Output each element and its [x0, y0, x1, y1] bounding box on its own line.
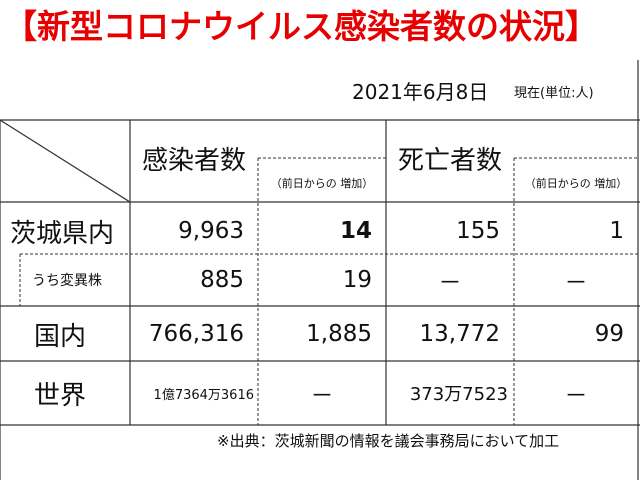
world-infected: 1億7364万3616	[153, 387, 254, 403]
row-label-variant: うち変異株	[32, 273, 102, 289]
unit-note: 現在(単位:人)	[514, 86, 594, 101]
domestic-infected-increase: 1,885	[306, 321, 372, 347]
variant-infected: 885	[200, 267, 244, 293]
row-label-ibaraki: 茨城県内	[10, 218, 115, 249]
ibaraki-deaths-increase: 1	[609, 218, 624, 244]
variant-infected-increase: 19	[342, 267, 372, 293]
world-deaths-increase: －	[564, 383, 588, 409]
domestic-deaths: 13,772	[419, 321, 500, 347]
variant-deaths-increase: －	[564, 270, 588, 296]
ibaraki-infected: 9,963	[178, 218, 244, 244]
variant-deaths: －	[438, 270, 462, 296]
header-infected-increase: （前日からの 増加）	[270, 177, 374, 190]
world-deaths: 373万7523	[409, 384, 508, 405]
source-note: ※出典：茨城新聞の情報を議会事務局において加工	[217, 432, 560, 450]
domestic-deaths-increase: 99	[594, 321, 624, 347]
domestic-infected: 766,316	[148, 321, 244, 347]
row-label-world: 世界	[34, 380, 87, 411]
ibaraki-infected-increase: 14	[339, 218, 372, 244]
report-date: 2021年6月8日	[352, 80, 489, 104]
header-deaths: 死亡者数	[398, 145, 503, 176]
header-deaths-increase: （前日からの 増加）	[524, 177, 628, 190]
world-infected-increase: －	[310, 383, 334, 409]
header-infected: 感染者数	[142, 145, 247, 176]
ibaraki-deaths: 155	[456, 218, 500, 244]
row-label-domestic: 国内	[34, 321, 87, 352]
page-title: 【新型コロナウイルス感染者数の状況】	[4, 7, 598, 46]
